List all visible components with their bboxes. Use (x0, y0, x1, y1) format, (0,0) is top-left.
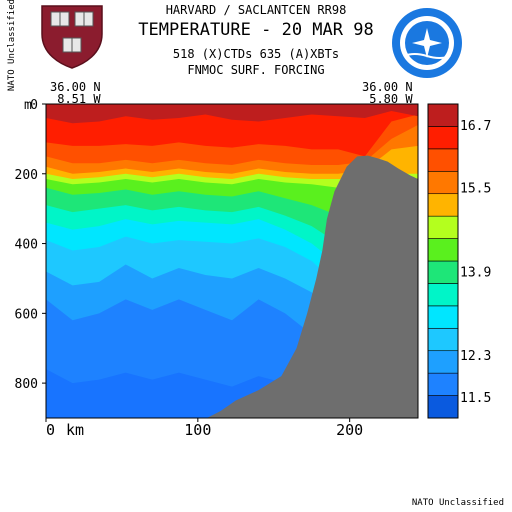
forcing-label: FNMOC SURF. FORCING (187, 63, 325, 77)
colorbar-segment (427, 327, 459, 352)
x-unit-label: km (66, 421, 84, 439)
bathymetry-seafloor (206, 155, 418, 418)
colorbar-segment (427, 193, 459, 217)
section-end-lon: 5.80 W (369, 92, 413, 106)
colorbar-segment (427, 283, 459, 307)
nato-seal-logo (392, 8, 462, 78)
colorbar-tick-label: 12.3 (460, 349, 491, 364)
colorbar-segment (427, 126, 459, 150)
colorbar-tick-label: 16.7 (460, 119, 491, 134)
colorbar-segment (427, 215, 459, 239)
section-start-lat: 36.00 N (50, 80, 101, 94)
colorbar-segment (427, 350, 459, 374)
chart-title: TEMPERATURE - 20 MAR 98 (138, 20, 374, 40)
plot-frame (45, 103, 419, 419)
y-tick-label: 400 (15, 238, 38, 253)
institution-label: HARVARD / SACLANTCEN RR98 (165, 3, 347, 17)
colorbar-segment (427, 260, 459, 284)
colorbar-tick-label: 15.5 (460, 182, 491, 197)
colorbar-segment (427, 372, 459, 396)
section-end-lat: 36.00 N (362, 80, 413, 94)
section-start-coords: 36.00 N 8.51 W (50, 81, 101, 105)
classification-footer-label: NATO Unclassified (411, 498, 504, 508)
x-tick-label: 0 (46, 421, 55, 439)
colorbar-frame (427, 103, 459, 419)
colorbar-segment (427, 238, 459, 262)
colorbar-segment (427, 103, 459, 127)
y-tick-label: 800 (15, 377, 38, 392)
colorbar-segment (427, 170, 459, 195)
colorbar-segment (427, 148, 459, 172)
x-tick-label: 200 (336, 421, 363, 439)
y-tick-label: 0 (30, 98, 38, 113)
isotherm-band-16-9 (46, 104, 418, 124)
colorbar-segment (427, 395, 459, 419)
x-tick-label: 100 (184, 421, 211, 439)
harvard-shield-logo (41, 5, 103, 69)
section-start-lon: 8.51 W (57, 92, 101, 106)
colorbar-tick-label: 11.5 (460, 391, 491, 406)
colorbar-tick-label: 13.9 (460, 265, 491, 280)
data-sources-label: 518 (X)CTDs 635 (A)XBTs (172, 47, 340, 61)
y-tick-label: 600 (15, 307, 38, 322)
y-tick-label: 200 (15, 168, 38, 183)
colorbar-segment (427, 305, 459, 329)
section-end-coords: 36.00 N 5.80 W (362, 81, 413, 105)
y-unit-label: m (24, 98, 32, 113)
